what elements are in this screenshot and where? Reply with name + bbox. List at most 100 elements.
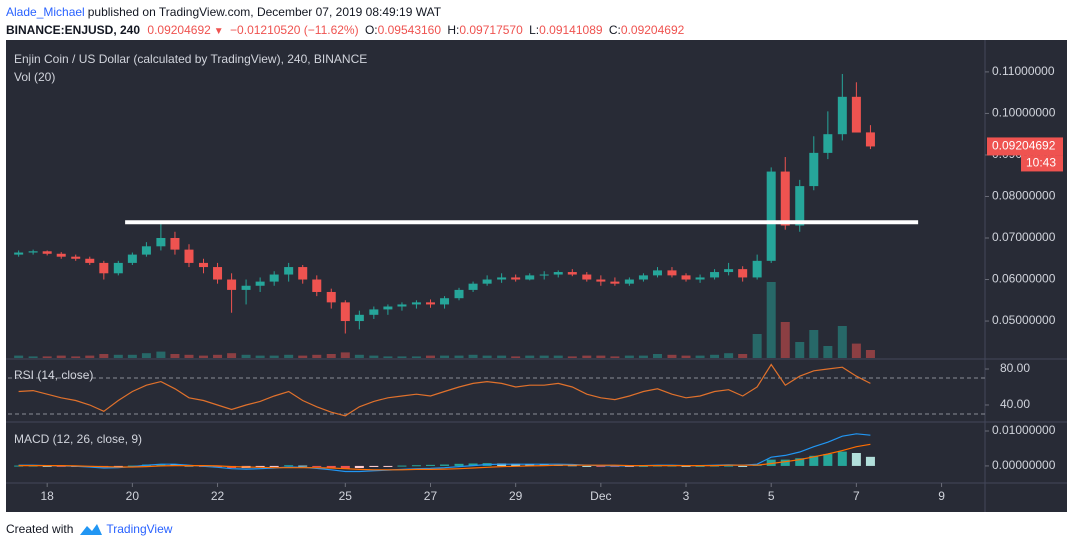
panel-title: RSI (14, close) — [14, 368, 93, 382]
close-value: 0.09204692 — [620, 23, 685, 37]
macd-histogram-bar — [865, 456, 875, 466]
low-value: 0.09141089 — [539, 23, 603, 37]
macd-line — [18, 443, 871, 471]
volume-bar — [724, 353, 734, 358]
x-tick-label: 22 — [211, 489, 225, 503]
candle-body — [141, 246, 151, 255]
candle-body — [170, 237, 180, 250]
macd-histogram-bar — [284, 465, 294, 467]
volume-bar — [28, 356, 38, 358]
candle-body — [695, 277, 705, 280]
macd-histogram-bar — [511, 463, 521, 466]
candle-body — [596, 279, 606, 282]
macd-histogram-bar — [312, 465, 322, 467]
x-tick-label: Dec — [590, 489, 611, 503]
candle-body — [383, 306, 393, 310]
volume-bar — [667, 354, 677, 358]
open-label: O: — [364, 23, 378, 37]
macd-histogram-bar — [738, 465, 748, 467]
candle-body — [411, 302, 421, 305]
volume-bar — [56, 355, 66, 358]
candle-body — [99, 262, 109, 274]
volume-bar — [85, 355, 95, 358]
volume-bar — [354, 354, 364, 358]
down-arrow: ▼ — [213, 26, 224, 37]
candle-body — [823, 134, 833, 153]
volume-bar — [766, 282, 776, 358]
chart-background — [6, 40, 1067, 512]
panel-title: MACD (12, 26, close, 9) — [14, 432, 142, 446]
volume-bar — [298, 355, 308, 358]
volume-bar — [851, 343, 861, 358]
volume-bar — [567, 356, 577, 358]
last-price: 0.09204692 — [147, 23, 211, 37]
candle-body — [425, 302, 435, 305]
header-line-1: Alade_Michael published on TradingView.co… — [6, 5, 444, 19]
volume-bar — [184, 354, 194, 358]
macd-histogram-bar — [823, 454, 833, 466]
volume-bar — [255, 355, 265, 358]
y-tick-label: 80.00 — [1000, 361, 1030, 375]
macd-histogram-bar — [724, 465, 734, 467]
macd-histogram-bar — [695, 465, 705, 467]
volume-bar — [710, 354, 720, 358]
volume-bar — [369, 355, 379, 358]
x-tick-label: 9 — [938, 489, 945, 503]
rsi-line — [18, 363, 871, 417]
open-value: 0.09543160 — [377, 23, 442, 37]
macd-histogram-bar — [383, 465, 393, 467]
candle-body — [582, 274, 592, 280]
volume-bar — [42, 356, 52, 358]
candle-body — [624, 279, 634, 284]
macd-histogram-bar — [255, 465, 265, 468]
y-tick-label: 0.00000000 — [992, 458, 1056, 472]
macd-histogram-bar — [681, 465, 691, 467]
y-tick-label: 0.10000000 — [992, 106, 1056, 120]
candle-body — [667, 270, 677, 276]
candle-body — [652, 270, 662, 276]
volume-bar — [624, 355, 634, 358]
candle-body — [269, 274, 279, 282]
y-tick-label: 0.11000000 — [992, 64, 1055, 78]
volume-bar — [99, 354, 109, 358]
candle-body — [752, 260, 762, 278]
candle-body — [738, 269, 748, 278]
volume-bar — [14, 355, 24, 358]
x-tick-label: 3 — [683, 489, 690, 503]
volume-bar — [695, 355, 705, 358]
volume-bar — [141, 353, 151, 358]
volume-bar — [198, 355, 208, 358]
volume-bar — [482, 355, 492, 358]
created-with: Created with — [6, 522, 74, 536]
brand[interactable]: TradingView — [106, 522, 173, 536]
macd-histogram-bar — [326, 465, 336, 468]
candle-body — [468, 283, 478, 290]
volume-bar — [440, 355, 450, 358]
candle-body — [255, 281, 265, 286]
macd-histogram-bar — [369, 465, 379, 467]
volume-bar — [340, 352, 350, 358]
x-tick-label: 29 — [509, 489, 523, 503]
macd-histogram-bar — [213, 465, 223, 468]
macd-histogram-bar — [42, 465, 52, 467]
candle-body — [127, 254, 137, 263]
macd-histogram-bar — [156, 464, 166, 466]
volume-bar — [127, 354, 137, 358]
candle-body — [780, 171, 790, 226]
header-line-2: BINANCE:ENJUSD, 240 0.09204692 ▼ −0.01210… — [6, 23, 687, 37]
candle-body — [227, 279, 237, 290]
candle-body — [113, 262, 123, 274]
volume-title: Vol (20) — [14, 70, 55, 84]
author[interactable]: Alade_Michael — [6, 5, 85, 19]
volume-bar — [638, 355, 648, 358]
candle-body — [525, 275, 535, 280]
candle-body — [397, 304, 407, 307]
candle-body — [213, 267, 223, 280]
symbol: BINANCE:ENJUSD, 240 — [6, 23, 141, 37]
x-tick-label: 20 — [126, 489, 140, 503]
y-tick-label: 0.05000000 — [992, 313, 1056, 327]
volume-bar — [795, 342, 805, 358]
candle-body — [298, 267, 308, 280]
